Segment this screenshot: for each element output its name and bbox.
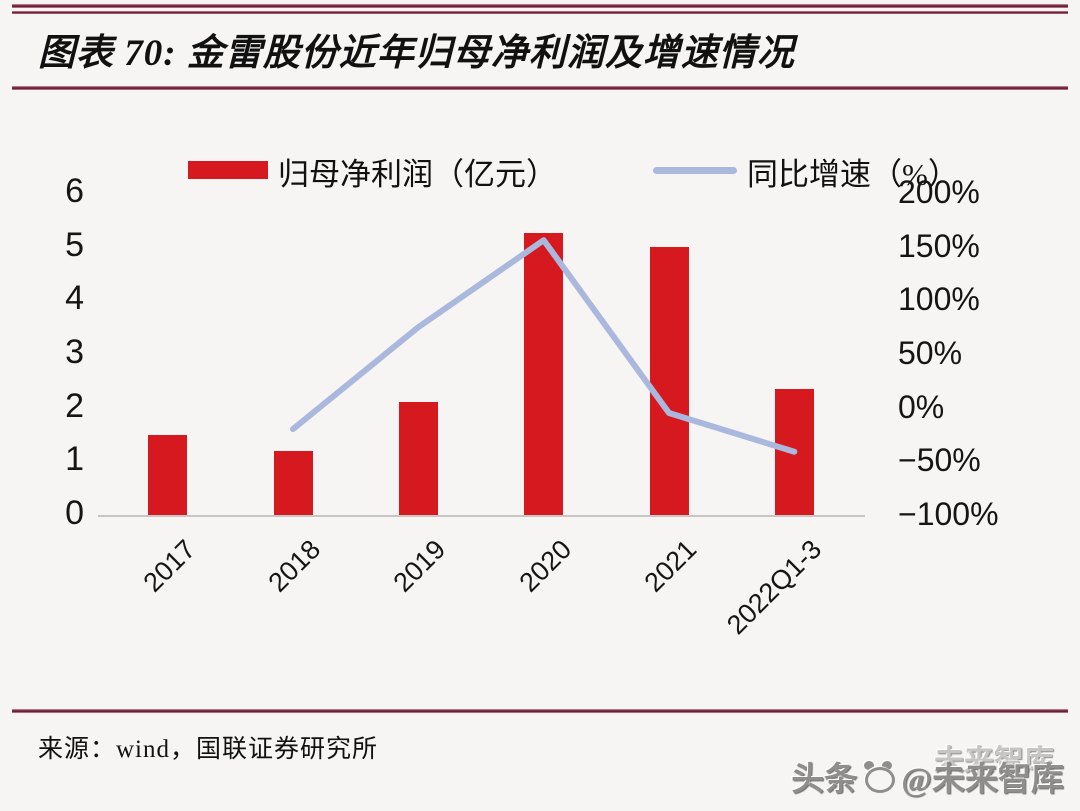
figure-title: 图表 70: 金雷股份近年归母净利润及增速情况 [38, 33, 795, 74]
x-label-2018: 2018 [262, 534, 327, 598]
watermark-handle-label: @未来智库 [901, 762, 1064, 798]
right-tick--50: −50% [898, 442, 981, 479]
left-tick-5: 5 [65, 225, 84, 264]
right-tick-200: 200% [898, 174, 980, 210]
legend-line-swatch [653, 167, 737, 174]
watermark-toutiao-label: 头条 [791, 762, 858, 798]
x-label-2020: 2020 [513, 534, 577, 598]
growth-line [290, 237, 798, 455]
left-tick-0: 0 [65, 494, 84, 532]
right-tick-50: 50% [898, 335, 963, 371]
toutiao-panda-logo-icon [862, 761, 896, 793]
bar-2019 [398, 402, 438, 515]
left-tick-3: 3 [65, 333, 84, 371]
legend-bar-label: 归母净利润（亿元） [278, 157, 557, 192]
bar-2020 [524, 233, 564, 515]
left-tick-2: 2 [65, 386, 84, 425]
top-rule-outer [12, 4, 1068, 8]
legend-line-label: 同比增速（%） [747, 157, 959, 192]
left-tick-4: 4 [65, 279, 84, 318]
watermark-back-text: 未来智库 [934, 745, 1054, 778]
right-tick-100: 100% [898, 281, 980, 318]
left-tick-1: 1 [65, 440, 84, 479]
panda-ear-right [882, 761, 893, 770]
right-tick--100: −100% [898, 496, 999, 532]
panda-head [865, 767, 896, 793]
bar-2021 [649, 246, 689, 515]
x-label-2017: 2017 [137, 534, 201, 598]
legend-bar-swatch [188, 161, 268, 179]
bar-2018 [273, 450, 313, 515]
right-tick-0: 0% [898, 388, 945, 425]
source-note: 来源：wind，国联证券研究所 [38, 736, 379, 763]
bottom-rule [12, 709, 1068, 713]
growth-line-series [290, 237, 798, 455]
panda-ear-left [864, 761, 875, 770]
right-tick-150: 150% [898, 227, 980, 264]
top-rule-inner [12, 11, 1068, 14]
left-tick-6: 6 [65, 172, 84, 210]
x-label-2022Q1-3: 2022Q1-3 [721, 534, 828, 641]
plot-area [98, 193, 865, 517]
x-axis-line [98, 515, 865, 517]
title-underline-rule [12, 86, 1068, 90]
x-label-2021: 2021 [638, 534, 703, 598]
bar-2017 [148, 434, 188, 515]
watermark-front: 头条 @未来智库 [791, 752, 1064, 800]
x-label-2019: 2019 [387, 534, 452, 598]
